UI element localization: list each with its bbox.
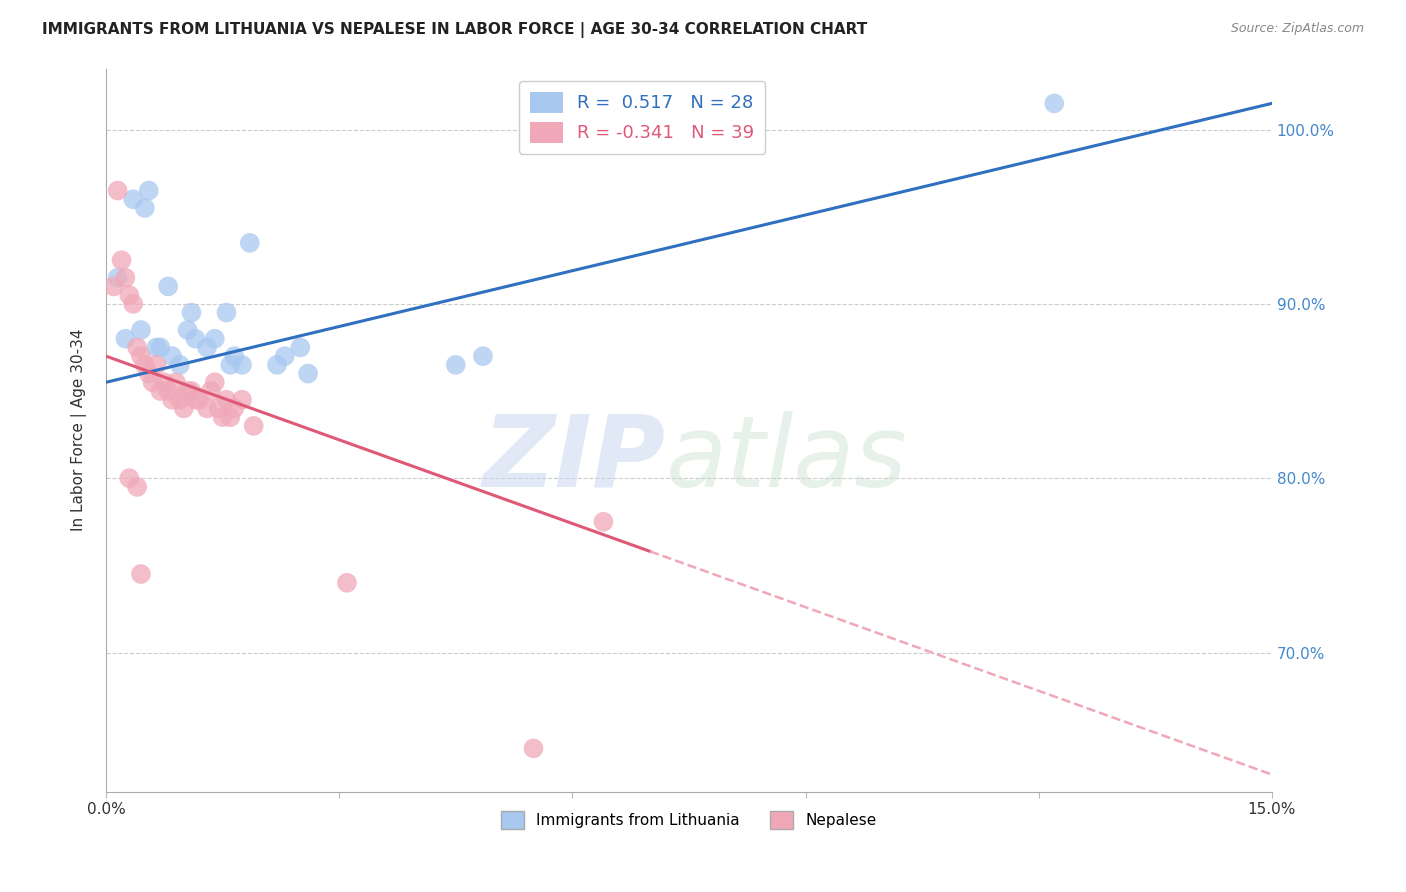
Text: IMMIGRANTS FROM LITHUANIA VS NEPALESE IN LABOR FORCE | AGE 30-34 CORRELATION CHA: IMMIGRANTS FROM LITHUANIA VS NEPALESE IN…	[42, 22, 868, 38]
Point	[231, 392, 253, 407]
Point	[274, 349, 297, 363]
Point	[145, 358, 167, 372]
Text: atlas: atlas	[665, 410, 907, 508]
Point	[297, 367, 319, 381]
Point	[522, 741, 544, 756]
Point	[134, 201, 156, 215]
Text: Source: ZipAtlas.com: Source: ZipAtlas.com	[1230, 22, 1364, 36]
Legend: Immigrants from Lithuania, Nepalese: Immigrants from Lithuania, Nepalese	[495, 805, 883, 835]
Point	[215, 305, 238, 319]
Point	[118, 471, 141, 485]
Point	[592, 515, 614, 529]
Point	[149, 384, 172, 398]
Point	[184, 392, 207, 407]
Point	[110, 253, 132, 268]
Point	[215, 392, 238, 407]
Point	[165, 376, 187, 390]
Point	[176, 323, 198, 337]
Point	[173, 401, 195, 416]
Point	[204, 376, 226, 390]
Point	[129, 349, 152, 363]
Point	[129, 323, 152, 337]
Point	[107, 270, 129, 285]
Point	[103, 279, 125, 293]
Point	[153, 376, 176, 390]
Point	[160, 392, 183, 407]
Point	[157, 384, 180, 398]
Point	[208, 401, 231, 416]
Point	[224, 349, 246, 363]
Point	[114, 270, 136, 285]
Point	[184, 332, 207, 346]
Point	[138, 184, 160, 198]
Point	[138, 367, 160, 381]
Point	[157, 279, 180, 293]
Point	[242, 418, 264, 433]
Point	[180, 384, 202, 398]
Point	[145, 341, 167, 355]
Point	[204, 332, 226, 346]
Point	[211, 410, 233, 425]
Point	[107, 184, 129, 198]
Point	[290, 341, 312, 355]
Point	[472, 349, 495, 363]
Point	[114, 332, 136, 346]
Point	[444, 358, 467, 372]
Point	[239, 235, 262, 250]
Point	[180, 305, 202, 319]
Point	[224, 401, 246, 416]
Point	[125, 341, 148, 355]
Point	[195, 401, 218, 416]
Point	[134, 358, 156, 372]
Point	[1043, 96, 1066, 111]
Point	[219, 410, 242, 425]
Point	[169, 392, 191, 407]
Point	[129, 567, 152, 582]
Point	[122, 297, 145, 311]
Text: ZIP: ZIP	[482, 410, 665, 508]
Point	[219, 358, 242, 372]
Point	[160, 349, 183, 363]
Point	[195, 341, 218, 355]
Point	[149, 341, 172, 355]
Point	[266, 358, 288, 372]
Point	[118, 288, 141, 302]
Point	[125, 480, 148, 494]
Point	[231, 358, 253, 372]
Point	[200, 384, 222, 398]
Point	[176, 384, 198, 398]
Y-axis label: In Labor Force | Age 30-34: In Labor Force | Age 30-34	[72, 329, 87, 532]
Point	[142, 376, 165, 390]
Point	[336, 575, 359, 590]
Point	[122, 192, 145, 206]
Point	[188, 392, 211, 407]
Point	[169, 358, 191, 372]
